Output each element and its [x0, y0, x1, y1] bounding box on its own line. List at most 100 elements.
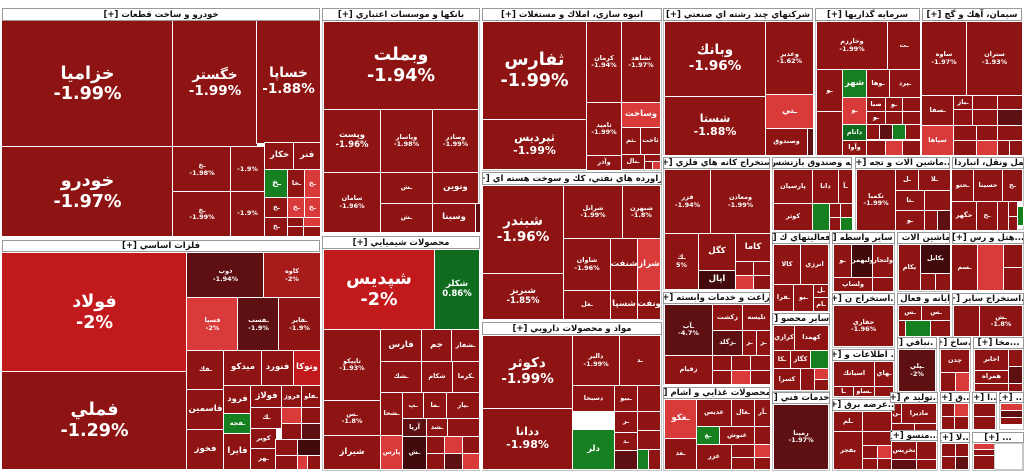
filler-tile[interactable] — [998, 126, 1022, 140]
stock-tile[interactable]: شهر — [843, 70, 866, 97]
filler-tile[interactable] — [942, 417, 954, 429]
stock-tile[interactable]: وصندوق — [766, 129, 807, 155]
sector-header[interactable]: سيمان، آهك و گچ [+] — [922, 8, 1022, 21]
filler-tile[interactable] — [1009, 367, 1022, 383]
filler-tile[interactable] — [427, 437, 444, 453]
stock-tile[interactable]: ـخ — [265, 218, 288, 236]
filler-tile[interactable] — [1009, 384, 1022, 391]
filler-tile[interactable] — [463, 437, 479, 453]
filler-tile[interactable] — [974, 404, 995, 416]
filler-tile[interactable] — [875, 387, 893, 396]
sector-header[interactable]: ...توليد م [+] — [890, 392, 938, 403]
filler-tile[interactable] — [645, 162, 652, 169]
filler-tile[interactable] — [954, 306, 979, 336]
filler-tile[interactable] — [956, 373, 969, 391]
sector-header[interactable]: ...ماشين آلات و تجه [+] — [855, 157, 950, 169]
stock-tile[interactable]: تاپيكو -1.93% — [324, 330, 380, 400]
stock-tile[interactable]: ـخا — [288, 170, 305, 197]
filler-tile[interactable] — [276, 440, 298, 455]
sector-header[interactable]: ...خدمات فني [+] — [772, 392, 830, 404]
filler-tile[interactable] — [649, 450, 660, 469]
filler-tile[interactable] — [288, 227, 304, 236]
stock-tile[interactable]: ـت — [888, 22, 920, 69]
stock-tile[interactable]: اپال — [699, 271, 735, 289]
sector-header[interactable]: ...حمل ونقل، انباردا [+] — [952, 157, 1024, 169]
sector-header[interactable]: ... ماشين آلات [+] — [897, 232, 950, 244]
stock-tile[interactable]: وآذر — [587, 156, 621, 170]
filler-tile[interactable] — [886, 141, 902, 155]
filler-tile[interactable] — [977, 126, 997, 140]
stock-tile[interactable]: شيراز — [324, 436, 380, 469]
sector-header[interactable]: ...محصولات غذايي و آشام [+] — [663, 387, 770, 399]
stock-tile[interactable]: ـكرما — [453, 362, 479, 392]
stock-tile[interactable]: تكمبا -1.99% — [857, 170, 895, 230]
stock-tile[interactable]: خساپا -1.88% — [257, 21, 320, 143]
stock-tile[interactable]: شبندر -1.96% — [483, 186, 563, 273]
filler-tile[interactable] — [955, 417, 968, 429]
filler-tile[interactable] — [813, 204, 829, 230]
filler-tile[interactable] — [755, 427, 770, 444]
sector-header[interactable]: ...لا [+] — [940, 432, 970, 443]
filler-tile[interactable] — [754, 276, 770, 289]
stock-tile[interactable]: ـا — [834, 387, 853, 396]
stock-tile[interactable]: ـح — [1003, 170, 1022, 201]
filler-tile[interactable] — [653, 162, 660, 169]
stock-tile[interactable]: شنفت — [611, 239, 637, 290]
filler-tile[interactable] — [755, 445, 770, 457]
filler-tile[interactable] — [751, 371, 770, 384]
sector-header[interactable]: ...منسو [+] — [890, 430, 938, 441]
stock-tile[interactable]: ـشد — [427, 419, 447, 436]
filler-tile[interactable] — [830, 204, 840, 217]
stock-tile[interactable]: زكشت — [713, 305, 742, 330]
stock-tile[interactable]: ـو — [867, 112, 885, 124]
filler-tile[interactable] — [974, 444, 994, 449]
filler-tile[interactable] — [732, 371, 750, 384]
sector-header[interactable]: ...هتل و رس [+] — [952, 232, 1024, 244]
stock-tile[interactable]: ـو — [896, 211, 924, 230]
filler-tile[interactable] — [736, 276, 753, 289]
stock-tile[interactable]: وآوا — [843, 141, 866, 155]
stock-tile[interactable]: وغدير -1.62% — [766, 22, 813, 94]
filler-tile[interactable] — [974, 450, 994, 455]
filler-tile[interactable] — [974, 417, 995, 429]
stock-tile[interactable]: ـك 5% — [665, 234, 698, 289]
filler-tile[interactable] — [302, 408, 320, 423]
filler-tile[interactable] — [899, 321, 905, 336]
stock-tile[interactable]: كوثر — [774, 204, 812, 230]
stock-tile[interactable]: ـفسب -1.9% — [238, 298, 279, 351]
filler-tile[interactable] — [1009, 217, 1017, 230]
stock-tile[interactable]: كالا — [774, 245, 800, 284]
filler-tile[interactable] — [1004, 268, 1022, 290]
stock-tile[interactable]: زقيام — [665, 356, 712, 384]
filler-tile[interactable] — [942, 404, 954, 416]
stock-tile[interactable]: ـزگلد — [713, 331, 742, 355]
filler-tile[interactable] — [448, 419, 479, 436]
stock-tile[interactable]: اسياتك — [834, 362, 874, 386]
stock-tile[interactable]: فرود — [224, 386, 251, 413]
filler-tile[interactable] — [938, 211, 950, 230]
stock-tile[interactable]: ـو — [834, 245, 851, 277]
stock-tile[interactable]: ساوه -1.97% — [922, 22, 966, 95]
stock-tile[interactable]: فايرا — [224, 434, 251, 469]
filler-tile[interactable] — [445, 437, 462, 453]
filler-tile[interactable] — [801, 369, 814, 390]
filler-tile[interactable]: -1.9% — [231, 147, 264, 192]
stock-tile[interactable]: شبهرن -1.8% — [623, 186, 660, 238]
filler-tile[interactable] — [998, 96, 1022, 109]
filler-tile[interactable] — [917, 442, 936, 459]
stock-tile[interactable]: ـر — [615, 412, 637, 432]
stock-tile[interactable]: شبريز -1.85% — [483, 274, 563, 319]
filler-tile[interactable] — [638, 431, 660, 449]
stock-tile[interactable]: ثشاهد -1.97% — [622, 22, 660, 102]
stock-tile[interactable]: كگل — [699, 234, 735, 270]
sector-header[interactable]: ...استخراج ن [+] — [832, 293, 895, 305]
filler-tile[interactable] — [298, 456, 308, 469]
stock-tile[interactable]: ـسفا — [922, 96, 953, 125]
filler-tile[interactable] — [863, 459, 877, 469]
stock-tile[interactable]: ـغ — [697, 427, 719, 444]
stock-tile[interactable]: ـتي — [766, 95, 813, 128]
sector-header[interactable]: ... ساير واسطه [+] — [832, 232, 895, 244]
sector-header[interactable]: ...فعاليتهاي ك [+] — [772, 232, 830, 244]
filler-tile[interactable] — [830, 218, 840, 230]
